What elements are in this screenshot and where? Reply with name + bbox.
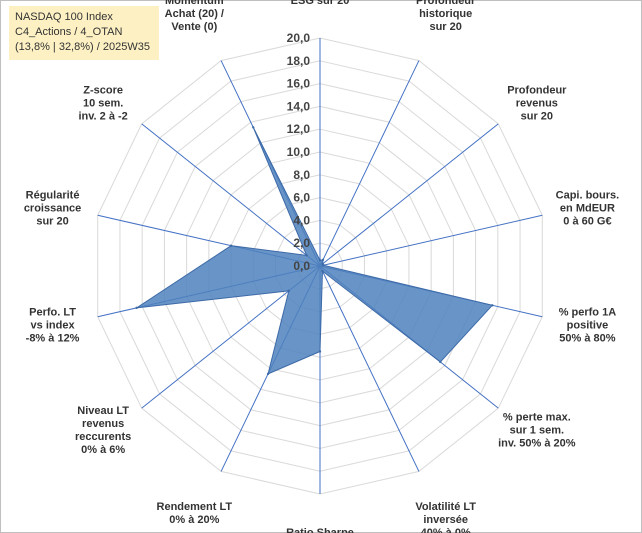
data-point-10 — [135, 306, 138, 310]
axis-label-line: positive — [567, 319, 609, 331]
axis-label-line: sur 1 sem. — [510, 424, 564, 436]
axis-label-line: en MdEUR — [560, 203, 615, 215]
axis-label-line: % perfo 1A — [559, 306, 617, 318]
axis-label-line: sur 20 — [429, 21, 461, 33]
axis-label-11: Régularité croissance sur 20 — [24, 190, 81, 228]
axis-label-line: historique — [419, 8, 472, 20]
chart-title-box: NASDAQ 100 Index C4_Actions / 4_OTAN (13… — [9, 6, 159, 60]
radar-series — [135, 126, 494, 376]
tick-label-6: 12,0 — [287, 122, 311, 136]
axis-label-line: vs index — [31, 319, 76, 331]
data-point-9 — [287, 289, 291, 293]
tick-label-5: 10,0 — [287, 145, 311, 159]
axis-label-line: inversée — [423, 514, 468, 526]
radar-tick-labels: 0,0 2,0 4,0 6,0 8,0 10,0 12,0 14,0 16,0 18,0 20,0 — [287, 31, 311, 273]
axis-label-line: revenus — [516, 98, 558, 110]
tick-label-7: 14,0 — [287, 99, 311, 113]
data-point-8 — [266, 372, 270, 376]
axis-label-4: % perfo 1A positive 50% à 80% — [559, 306, 617, 344]
tick-label-3: 6,0 — [293, 191, 310, 205]
axis-label-line: sur 20 — [36, 216, 68, 228]
spoke-3 — [319, 214, 543, 267]
axis-label-line: % perte max. — [503, 411, 571, 423]
axis-label-line: -8% à 12% — [26, 332, 80, 344]
title-line-3: (13,8% | 32,8%) / 2025W35 — [15, 41, 150, 53]
axis-label-line: Capi. bours. — [556, 190, 620, 202]
tick-label-4: 8,0 — [293, 168, 310, 182]
spoke-2 — [319, 123, 499, 267]
axis-label-13: Momentum Achat (20) / Vente (0) — [165, 0, 224, 33]
axis-label-line: Volatilité LT — [415, 501, 476, 513]
axis-label-line: revenus — [82, 418, 124, 430]
axis-label-line: 0% à 6% — [81, 444, 125, 456]
data-point-4 — [491, 304, 494, 307]
data-point-5 — [439, 360, 442, 364]
axis-label-6: Volatilité LTinversée40% à 0% — [415, 501, 476, 533]
data-point-7 — [318, 350, 322, 353]
axis-label-line: croissance — [24, 203, 81, 215]
data-point-3 — [322, 264, 325, 267]
axis-label-8: Rendement LT 0% à 20% — [157, 501, 233, 526]
axis-label-line: 50% à 80% — [559, 332, 615, 344]
tick-label-8: 16,0 — [287, 77, 311, 91]
data-point-1 — [321, 258, 325, 262]
tick-label-1: 2,0 — [293, 236, 310, 250]
data-point-0 — [318, 259, 322, 262]
axis-label-line: inv. 50% à 20% — [498, 437, 576, 449]
tick-label-10: 20,0 — [287, 31, 311, 45]
axis-label-12: Z-score 10 sem. inv. 2 à -2 — [78, 85, 127, 123]
axis-label-line: Rendement LT — [157, 501, 233, 513]
axis-label-line: Momentum — [165, 0, 224, 7]
axis-label-line: Z-score — [83, 85, 123, 97]
axis-label-line: inv. 2 à -2 — [78, 111, 127, 123]
tick-label-0: 0,0 — [293, 259, 310, 273]
axis-label-line: Régularité — [26, 190, 80, 202]
axis-label-line: 10 sem. — [83, 98, 123, 110]
data-point-12 — [305, 254, 308, 257]
axis-label-line: Niveau LT — [77, 405, 129, 417]
axis-label-line: Profondeur — [416, 0, 476, 7]
axis-label-10: Perfo. LT vs index -8% à 12% — [26, 306, 80, 344]
axis-label-line: 0% à 20% — [169, 514, 219, 526]
axis-label-line: Profondeur — [507, 85, 567, 97]
series-area — [136, 127, 494, 375]
data-point-6 — [321, 269, 324, 273]
axis-label-9: Niveau LT revenus reccurents 0% à 6% — [75, 405, 131, 456]
axis-label-0: NoteESG sur 20 — [291, 0, 350, 7]
axis-label-3: Capi. bours. en MdEUR 0 à 60 G€ — [556, 190, 620, 228]
axis-label-line: ESG sur 20 — [291, 0, 350, 7]
data-point-13 — [252, 126, 255, 129]
axis-label-line: 0 à 60 G€ — [563, 216, 611, 228]
axis-label-line: Achat (20) / — [165, 8, 224, 20]
title-line-1: NASDAQ 100 Index — [15, 11, 113, 23]
axis-label-line: Ratio Sharpe — [286, 527, 354, 533]
spoke-6 — [319, 265, 420, 472]
tick-label-2: 4,0 — [293, 213, 310, 227]
tick-label-9: 18,0 — [287, 54, 311, 68]
axis-label-line: Vente (0) — [171, 21, 217, 33]
axis-label-line: 40% à 0% — [421, 527, 471, 533]
axis-label-7: Ratio Sharpe0 à 1 — [286, 527, 354, 533]
spoke-1 — [319, 60, 420, 267]
axis-label-line: reccurents — [75, 431, 131, 443]
axis-label-2: Profondeur revenus sur 20 — [507, 85, 567, 123]
spoke-12 — [141, 123, 321, 267]
axis-label-1: Profondeur historique sur 20 — [416, 0, 476, 33]
axis-label-5: % perte max. sur 1 sem. inv. 50% à 20% — [498, 411, 576, 449]
data-point-11 — [229, 244, 233, 247]
title-line-2: C4_Actions / 4_OTAN — [15, 26, 123, 38]
axis-label-line: sur 20 — [521, 111, 553, 123]
axis-label-line: Perfo. LT — [29, 306, 76, 318]
